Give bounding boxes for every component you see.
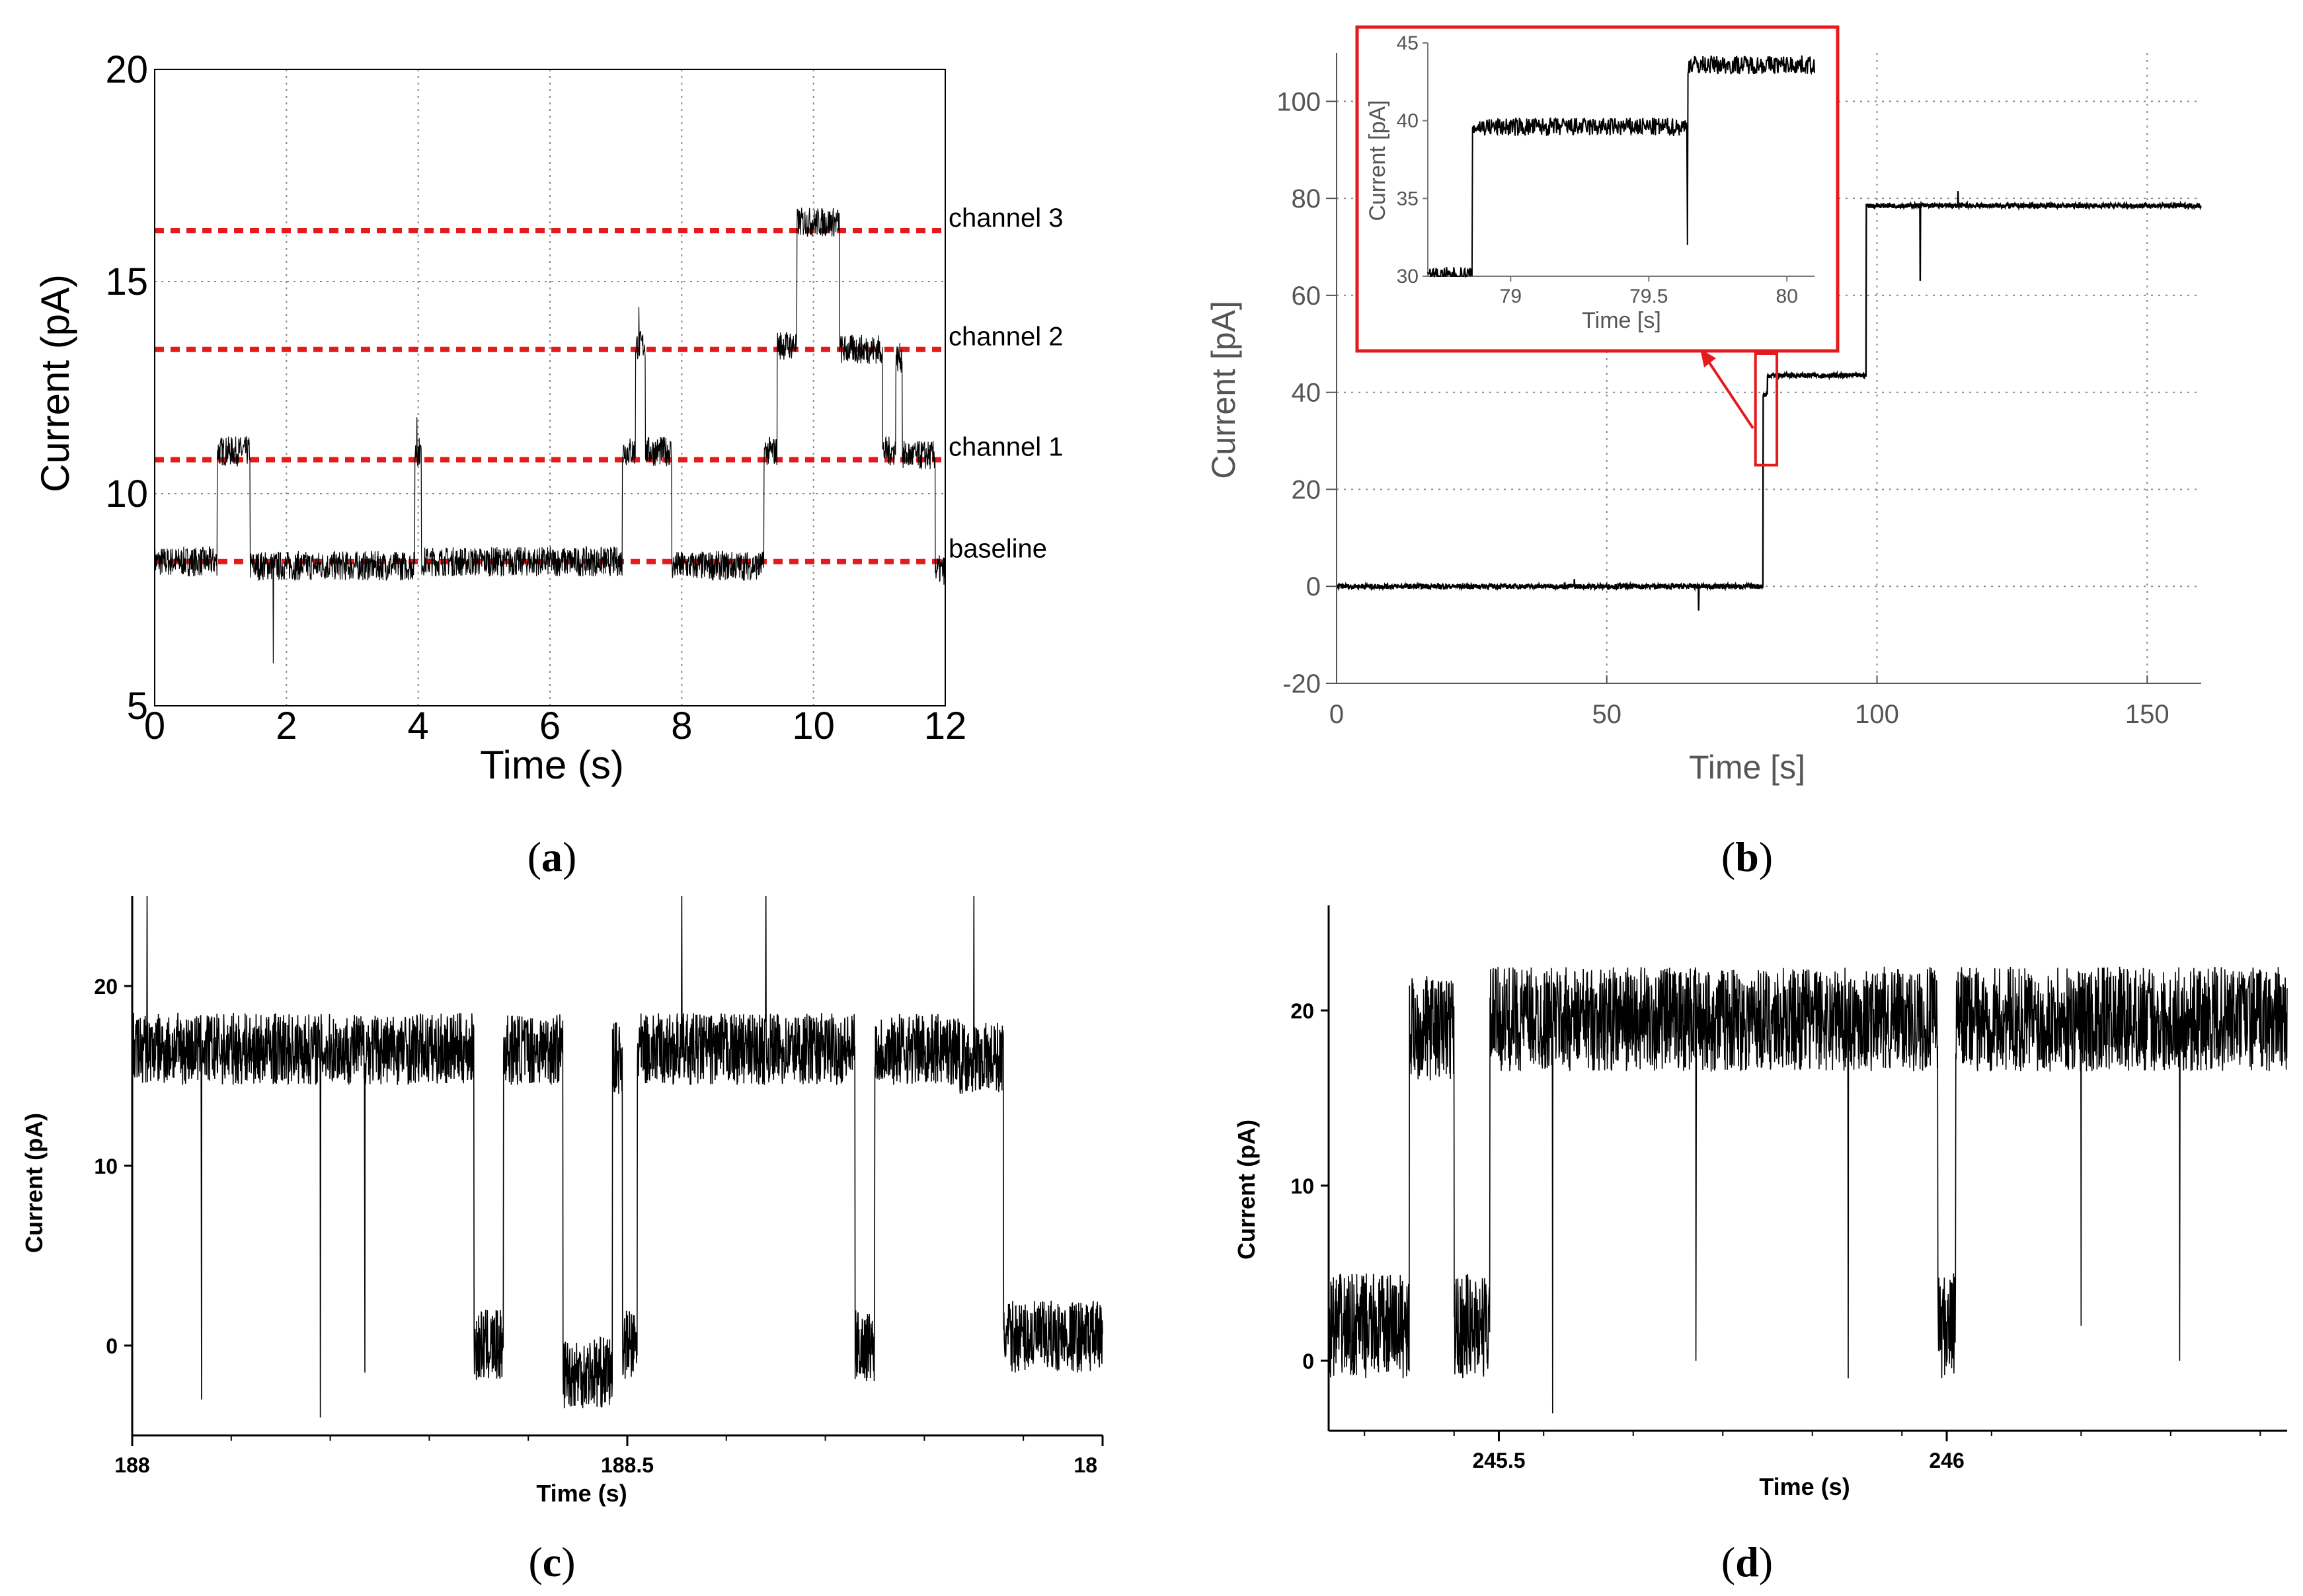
panel-d-caption: (d) bbox=[1721, 1539, 1773, 1585]
panel-a-ytick-label: 20 bbox=[105, 48, 148, 91]
panel-b-xtick-label: 50 bbox=[1592, 700, 1622, 729]
panel-c-xlabel: Time (s) bbox=[536, 1480, 627, 1507]
panel-d: 0 10 20 245.5 246 Current (pA) Time (s) (d) bbox=[1233, 905, 2288, 1585]
panel-b-xlabel: Time [s] bbox=[1689, 749, 1805, 786]
panel-b-inset-ytick-label: 35 bbox=[1397, 188, 1419, 209]
panel-b-ticks: 0 50 100 150 -20 0 20 40 60 80 100 bbox=[1276, 87, 2169, 729]
panel-a-ylabel: Current (pA) bbox=[33, 274, 77, 492]
panel-a-xtick-label: 4 bbox=[408, 704, 429, 747]
panel-b-axes bbox=[1326, 53, 2201, 684]
panel-d-ytick-label: 10 bbox=[1290, 1174, 1314, 1198]
panel-a-xtick-label: 6 bbox=[539, 704, 561, 747]
panel-d-xtick-label: 245.5 bbox=[1472, 1449, 1525, 1472]
panel-d-axes bbox=[1321, 905, 2287, 1441]
panel-b-inset-frame bbox=[1355, 25, 1840, 353]
panel-a-reference-lines bbox=[155, 227, 945, 564]
panel-a-reference-label: channel 3 bbox=[949, 204, 1063, 233]
panel-d-ytick-label: 0 bbox=[1302, 1349, 1314, 1373]
panel-c-axes bbox=[124, 896, 1104, 1446]
panel-b-xtick-label: 150 bbox=[2125, 700, 2169, 729]
panel-a-reference-label: channel 2 bbox=[949, 323, 1063, 352]
panel-a-xtick-label: 10 bbox=[792, 704, 835, 747]
panel-c-ytick-label: 10 bbox=[94, 1155, 118, 1178]
panel-b-inset-xtick-label: 79 bbox=[1500, 285, 1522, 307]
panel-c-xtick-label: 188 bbox=[114, 1453, 149, 1477]
panel-d-ylabel: Current (pA) bbox=[1233, 1120, 1260, 1260]
panel-b-trace bbox=[1335, 191, 2202, 611]
panel-b-inset-ticks: 30 35 40 45 79 79.5 80 bbox=[1397, 32, 1798, 307]
panel-b-ytick-label: -20 bbox=[1282, 669, 1321, 699]
panel-b-ytick-label: 0 bbox=[1306, 572, 1321, 601]
panel-b-inset-xtick-label: 80 bbox=[1776, 285, 1798, 307]
panel-c-ytick-label: 0 bbox=[106, 1334, 118, 1358]
panel-d-xtick-label: 246 bbox=[1929, 1449, 1964, 1472]
panel-a-reference-labels: channel 3 channel 2 channel 1 baseline bbox=[949, 204, 1063, 564]
panel-a-reference-label: baseline bbox=[949, 535, 1047, 564]
panel-b-xtick-label: 0 bbox=[1329, 700, 1344, 729]
panel-b-inset-ytick-label: 30 bbox=[1397, 266, 1419, 287]
panel-b-inset-trace bbox=[1427, 55, 1815, 279]
panel-b-inset-ytick-label: 40 bbox=[1397, 110, 1419, 132]
panel-d-ticks: 0 10 20 245.5 246 bbox=[1290, 999, 1964, 1472]
panel-b-xtick-label: 100 bbox=[1855, 700, 1899, 729]
panel-b-ytick-label: 40 bbox=[1292, 379, 1321, 408]
panel-b-caption: (b) bbox=[1721, 833, 1773, 880]
panel-c-caption: (c) bbox=[528, 1539, 575, 1585]
panel-b-ylabel: Current [pA] bbox=[1205, 301, 1242, 479]
panel-a-ytick-label: 15 bbox=[105, 260, 148, 303]
panel-b-inset-ylabel: Current [pA] bbox=[1365, 100, 1390, 221]
panel-b-zoom-arrow bbox=[1704, 356, 1754, 430]
panel-c-ticks: 0 10 20 188 188.5 18 bbox=[94, 975, 1097, 1477]
panel-c-ylabel: Current (pA) bbox=[20, 1113, 48, 1253]
panel-a-reference-label: channel 1 bbox=[949, 433, 1063, 462]
panel-b-inset-ytick-label: 45 bbox=[1397, 32, 1419, 54]
panel-b-zoom-box bbox=[1754, 352, 1779, 467]
panel-b-ytick-label: 20 bbox=[1292, 475, 1321, 504]
panel-b-inset: 30 35 40 45 79 79.5 80 Current [pA] Time [s] bbox=[1355, 25, 1840, 353]
panel-b-inset-xtick-label: 79.5 bbox=[1629, 285, 1668, 307]
panel-b-inset-axes bbox=[1423, 42, 1815, 282]
panel-a-xtick-label: 0 bbox=[144, 704, 165, 747]
panel-b-ytick-label: 80 bbox=[1292, 184, 1321, 213]
panel-c-xtick-label: 188.5 bbox=[601, 1453, 654, 1477]
panel-c-xtick-label: 18 bbox=[1073, 1453, 1097, 1477]
panel-a-xlabel: Time (s) bbox=[480, 743, 624, 787]
panel-d-trace bbox=[1328, 966, 2288, 1414]
panel-a-caption: (a) bbox=[527, 833, 577, 880]
panel-a-xtick-label: 2 bbox=[276, 704, 297, 747]
panel-a-plot-frame bbox=[154, 69, 946, 706]
panel-a-trace bbox=[154, 208, 946, 664]
panel-a-ytick-label: 5 bbox=[127, 685, 148, 728]
panel-a-ytick-label: 10 bbox=[105, 473, 148, 515]
panel-b-ytick-label: 100 bbox=[1276, 87, 1321, 116]
panel-b-ytick-label: 60 bbox=[1292, 282, 1321, 311]
panel-b-inset-xlabel: Time [s] bbox=[1582, 308, 1661, 333]
panel-a-ticks: 0 2 4 6 8 10 12 5 10 15 20 bbox=[105, 48, 966, 747]
panel-c-trace bbox=[132, 895, 1103, 1418]
panel-c: 0 10 20 188 188.5 18 Current (pA) Time (s) (c… bbox=[20, 895, 1104, 1585]
panel-a-xtick-label: 12 bbox=[924, 704, 967, 747]
panel-b-zoom-arrowhead bbox=[1700, 349, 1716, 367]
panel-d-ytick-label: 20 bbox=[1290, 999, 1314, 1023]
panel-a-xtick-label: 8 bbox=[671, 704, 692, 747]
panel-c-ytick-label: 20 bbox=[94, 975, 118, 999]
panel-b: 0 50 100 150 -20 0 20 40 60 80 100 Current [pA] Ti… bbox=[1205, 25, 2202, 880]
panel-d-xlabel: Time (s) bbox=[1759, 1473, 1850, 1500]
